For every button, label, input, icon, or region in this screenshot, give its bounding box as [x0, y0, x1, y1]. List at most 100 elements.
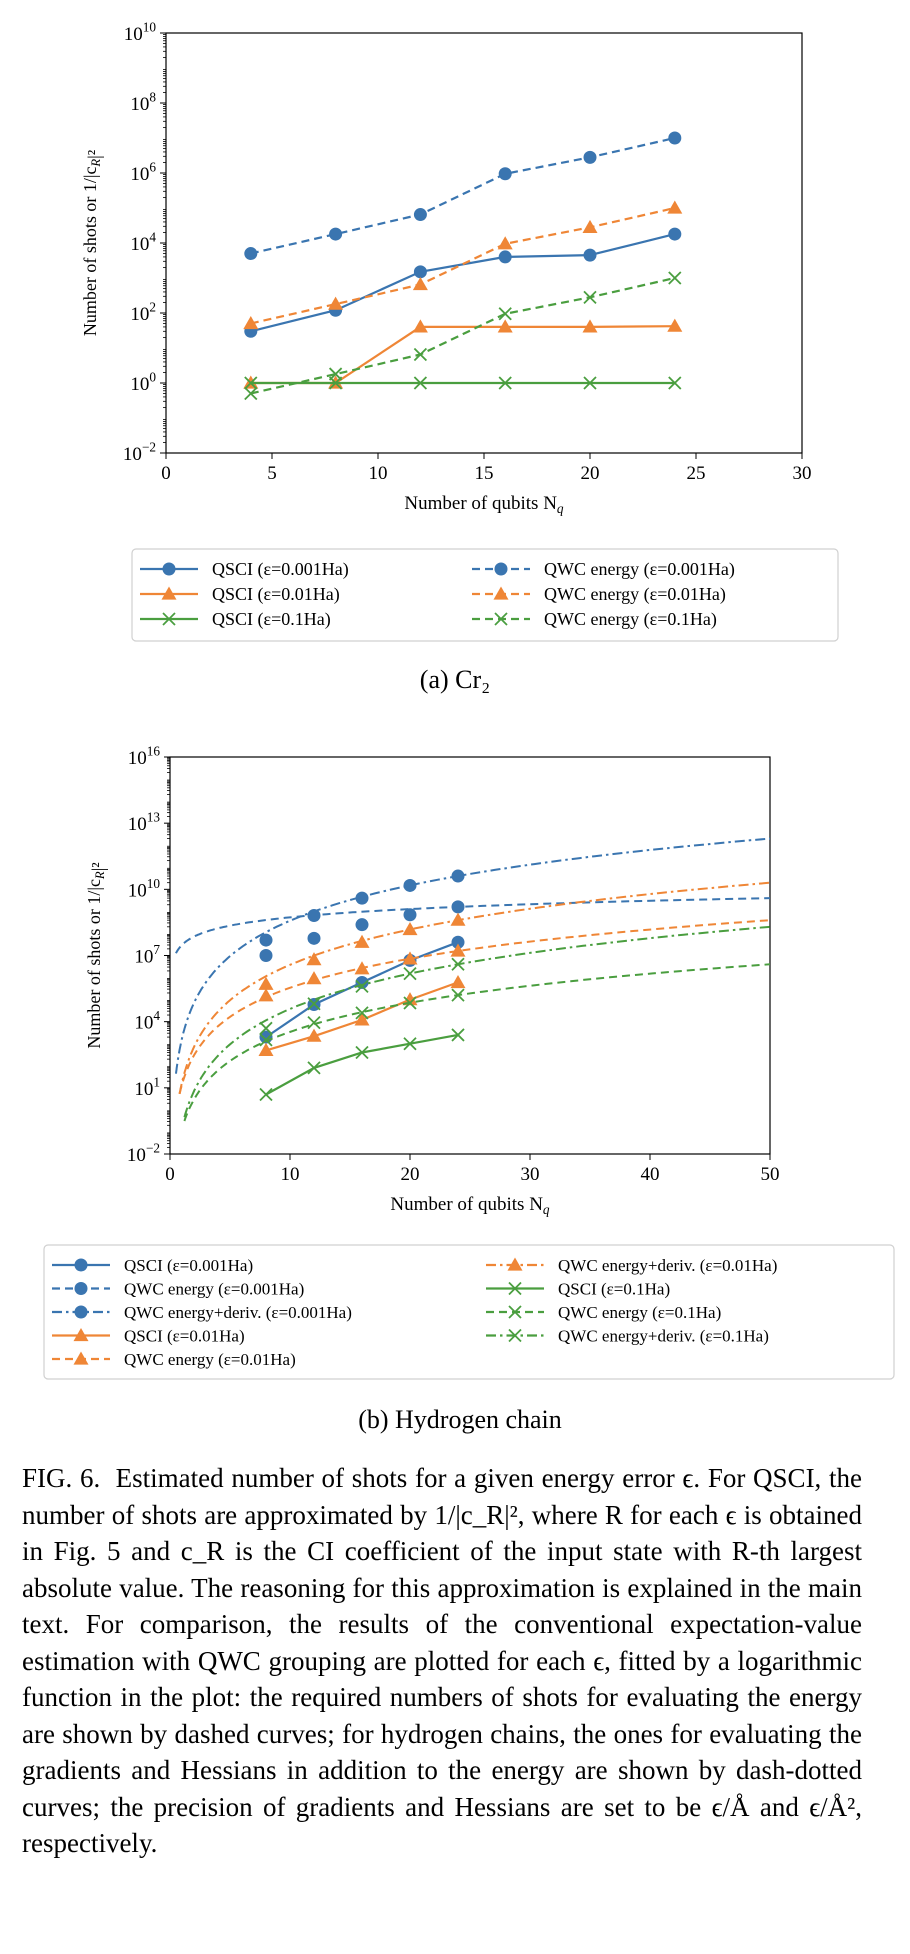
data-point	[667, 318, 683, 332]
data-point	[668, 271, 682, 285]
data-point	[667, 200, 683, 214]
data-point	[354, 961, 370, 975]
legend-marker	[73, 1328, 89, 1342]
legend-label: QWC energy (ε=0.001Ha)	[544, 559, 735, 580]
legend-item: QSCI (ε=0.01Ha)	[140, 584, 340, 605]
data-point	[354, 934, 370, 948]
y-tick-label: 104	[130, 229, 156, 255]
y-tick-label: 1016	[128, 743, 161, 769]
legend-marker	[494, 562, 508, 576]
x-tick-label: 5	[267, 463, 277, 484]
data-point	[583, 290, 597, 304]
legend-marker	[74, 1258, 88, 1272]
data-point	[402, 922, 418, 936]
data-point	[329, 227, 343, 241]
data-point	[451, 957, 465, 971]
data-point	[583, 376, 597, 390]
data-point	[306, 971, 322, 985]
chart-1: 0 10 20 30 40 50 10−2 101 104 107 1010 1013 1016 Numb…	[43, 743, 895, 1380]
legend-marker	[508, 1281, 522, 1296]
legend-frame	[43, 1244, 895, 1380]
legend-item: QWC energy (ε=0.001Ha)	[472, 559, 735, 580]
legend: QSCI (ε=0.001Ha) QWC energy (ε=0.001Ha) QW…	[43, 1244, 895, 1380]
series-0-3	[244, 131, 682, 261]
series-line	[265, 1033, 459, 1096]
y-tick-label: 100	[130, 369, 156, 395]
legend-label: QSCI (ε=0.001Ha)	[212, 559, 349, 580]
figure: 0 5 10 15 20 25 3010−21001021041061081010Numbe…	[43, 19, 895, 1380]
legend-marker	[74, 1282, 88, 1295]
y-axis-label: Number of shots or 1/|cR|²	[80, 150, 104, 336]
data-point	[354, 1012, 370, 1026]
fit-curve	[183, 963, 770, 1122]
legend-label: QWC energy (ε=0.01Ha)	[124, 1350, 296, 1369]
legend-item: QSCI (ε=0.01Ha)	[52, 1327, 245, 1346]
data-point	[450, 943, 466, 957]
data-point	[402, 992, 418, 1006]
y-tick-label: 1010	[128, 876, 161, 902]
series-line	[250, 325, 675, 385]
data-point	[498, 376, 512, 390]
series-1-0	[259, 935, 465, 1044]
data-point	[498, 307, 512, 321]
data-point	[355, 979, 369, 993]
y-tick-label: 106	[130, 159, 156, 185]
x-tick-label: 10	[369, 463, 388, 484]
legend-label: QWC energy (ε=0.001Ha)	[124, 1280, 304, 1299]
data-point	[244, 247, 258, 261]
fit-curve	[178, 881, 770, 1094]
legend-item: QSCI (ε=0.001Ha)	[52, 1256, 253, 1275]
x-axis-label: Number of qubits Nq	[390, 1194, 550, 1217]
data-point	[668, 227, 682, 241]
series-0-5	[244, 271, 682, 401]
data-point	[413, 347, 428, 362]
series-1-5	[178, 881, 770, 1094]
data-point	[413, 376, 428, 390]
panel-a-caption: (a) Cr₂	[419, 665, 491, 694]
legend-marker	[507, 1257, 523, 1271]
legend-marker	[162, 612, 176, 626]
data-point	[307, 1061, 321, 1075]
data-point	[259, 1087, 273, 1102]
legend-marker	[162, 562, 176, 576]
data-point	[498, 250, 512, 264]
series-line	[250, 233, 676, 333]
legend-item: QWC energy (ε=0.01Ha)	[472, 584, 726, 605]
y-tick-label: 108	[130, 89, 156, 115]
fit-curve	[178, 919, 770, 1095]
series-0-1	[243, 318, 683, 389]
series-1-7	[183, 963, 770, 1122]
legend-item: QWC energy (ε=0.01Ha)	[52, 1350, 296, 1369]
figure-caption-label: FIG. 6.	[22, 1463, 101, 1493]
legend-label: QWC energy+deriv. (ε=0.01Ha)	[558, 1256, 777, 1275]
chart-0: 0 5 10 15 20 25 30 10−2 100 102 104 106 108 1010 Numbe…	[80, 19, 839, 642]
data-point	[307, 1016, 321, 1030]
fit-curve	[183, 925, 770, 1118]
x-tick-label: 25	[687, 463, 706, 484]
legend-marker	[493, 586, 509, 600]
legend-marker	[508, 1305, 522, 1319]
y-tick-label: 101	[134, 1074, 160, 1100]
data-point	[259, 1021, 273, 1035]
x-tick-label: 0	[165, 1164, 175, 1185]
data-point	[355, 891, 369, 905]
x-tick-label: 15	[475, 463, 494, 484]
data-point	[582, 219, 598, 233]
data-point	[258, 988, 274, 1002]
y-tick-label: 104	[134, 1008, 160, 1034]
data-point	[328, 296, 344, 310]
legend-item: QSCI (ε=0.001Ha)	[140, 559, 349, 580]
legend-label: QSCI (ε=0.1Ha)	[212, 609, 331, 630]
x-tick-label: 10	[281, 1164, 300, 1185]
figure-caption-text: Estimated number of shots for a given en…	[22, 1463, 863, 1858]
legend-label: QSCI (ε=0.01Ha)	[124, 1327, 245, 1346]
legend-marker	[494, 612, 508, 626]
data-point	[451, 988, 465, 1002]
data-point	[307, 909, 321, 923]
data-point	[355, 918, 369, 932]
legend-marker	[74, 1305, 88, 1319]
data-point	[668, 376, 682, 390]
x-tick-label: 20	[401, 1164, 420, 1185]
legend-label: QWC energy (ε=0.1Ha)	[544, 609, 717, 630]
series-line	[250, 206, 676, 325]
